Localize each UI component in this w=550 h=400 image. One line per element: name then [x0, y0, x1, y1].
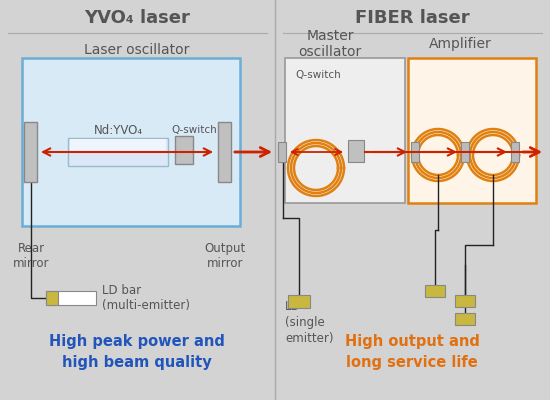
Polygon shape [285, 58, 405, 203]
Text: YVO₄ laser: YVO₄ laser [84, 9, 190, 27]
Text: High peak power and
high beam quality: High peak power and high beam quality [49, 334, 225, 370]
Text: Rear
mirror: Rear mirror [13, 242, 50, 270]
Polygon shape [22, 58, 240, 226]
Text: Output
mirror: Output mirror [205, 242, 246, 270]
Polygon shape [175, 136, 193, 164]
Text: High output and
long service life: High output and long service life [344, 334, 480, 370]
Polygon shape [24, 122, 37, 182]
Polygon shape [455, 295, 475, 307]
Polygon shape [278, 142, 286, 162]
Polygon shape [68, 138, 168, 166]
Text: Q-switch: Q-switch [295, 70, 341, 80]
Polygon shape [348, 140, 364, 162]
Polygon shape [70, 139, 166, 151]
Polygon shape [288, 295, 310, 308]
Text: Q-switch: Q-switch [171, 125, 217, 135]
Polygon shape [46, 291, 96, 305]
Text: Nd:YVO₄: Nd:YVO₄ [94, 124, 142, 136]
Polygon shape [411, 142, 419, 162]
Text: LD
(single
emitter): LD (single emitter) [285, 300, 333, 345]
Text: Master
oscillator: Master oscillator [298, 29, 362, 59]
Polygon shape [46, 291, 58, 305]
Polygon shape [425, 285, 445, 297]
Polygon shape [218, 122, 231, 182]
Text: LD bar
(multi-emitter): LD bar (multi-emitter) [102, 284, 190, 312]
Polygon shape [455, 313, 475, 325]
Polygon shape [461, 142, 469, 162]
Polygon shape [408, 58, 536, 203]
Text: Laser oscillator: Laser oscillator [84, 43, 190, 57]
Polygon shape [511, 142, 519, 162]
Text: Amplifier: Amplifier [428, 37, 491, 51]
Text: FIBER laser: FIBER laser [355, 9, 469, 27]
